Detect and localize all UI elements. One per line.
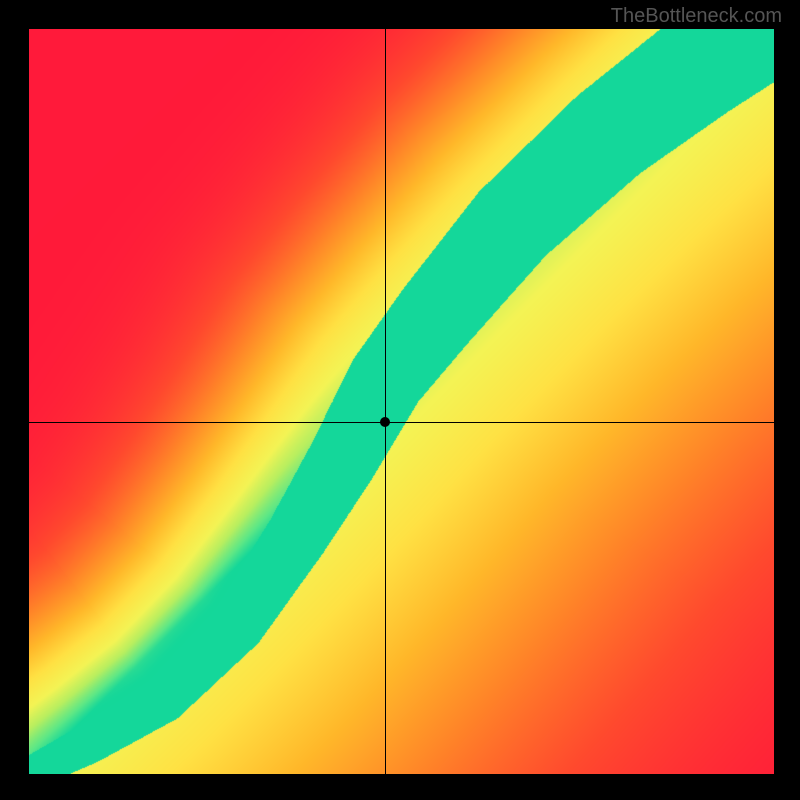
watermark-text: TheBottleneck.com xyxy=(611,5,782,28)
heatmap-canvas xyxy=(29,29,774,774)
outer-frame xyxy=(0,0,800,800)
crosshair-marker xyxy=(380,417,390,427)
chart-container: TheBottleneck.com xyxy=(0,0,800,800)
crosshair-vertical xyxy=(385,29,386,774)
crosshair-horizontal xyxy=(29,422,774,423)
